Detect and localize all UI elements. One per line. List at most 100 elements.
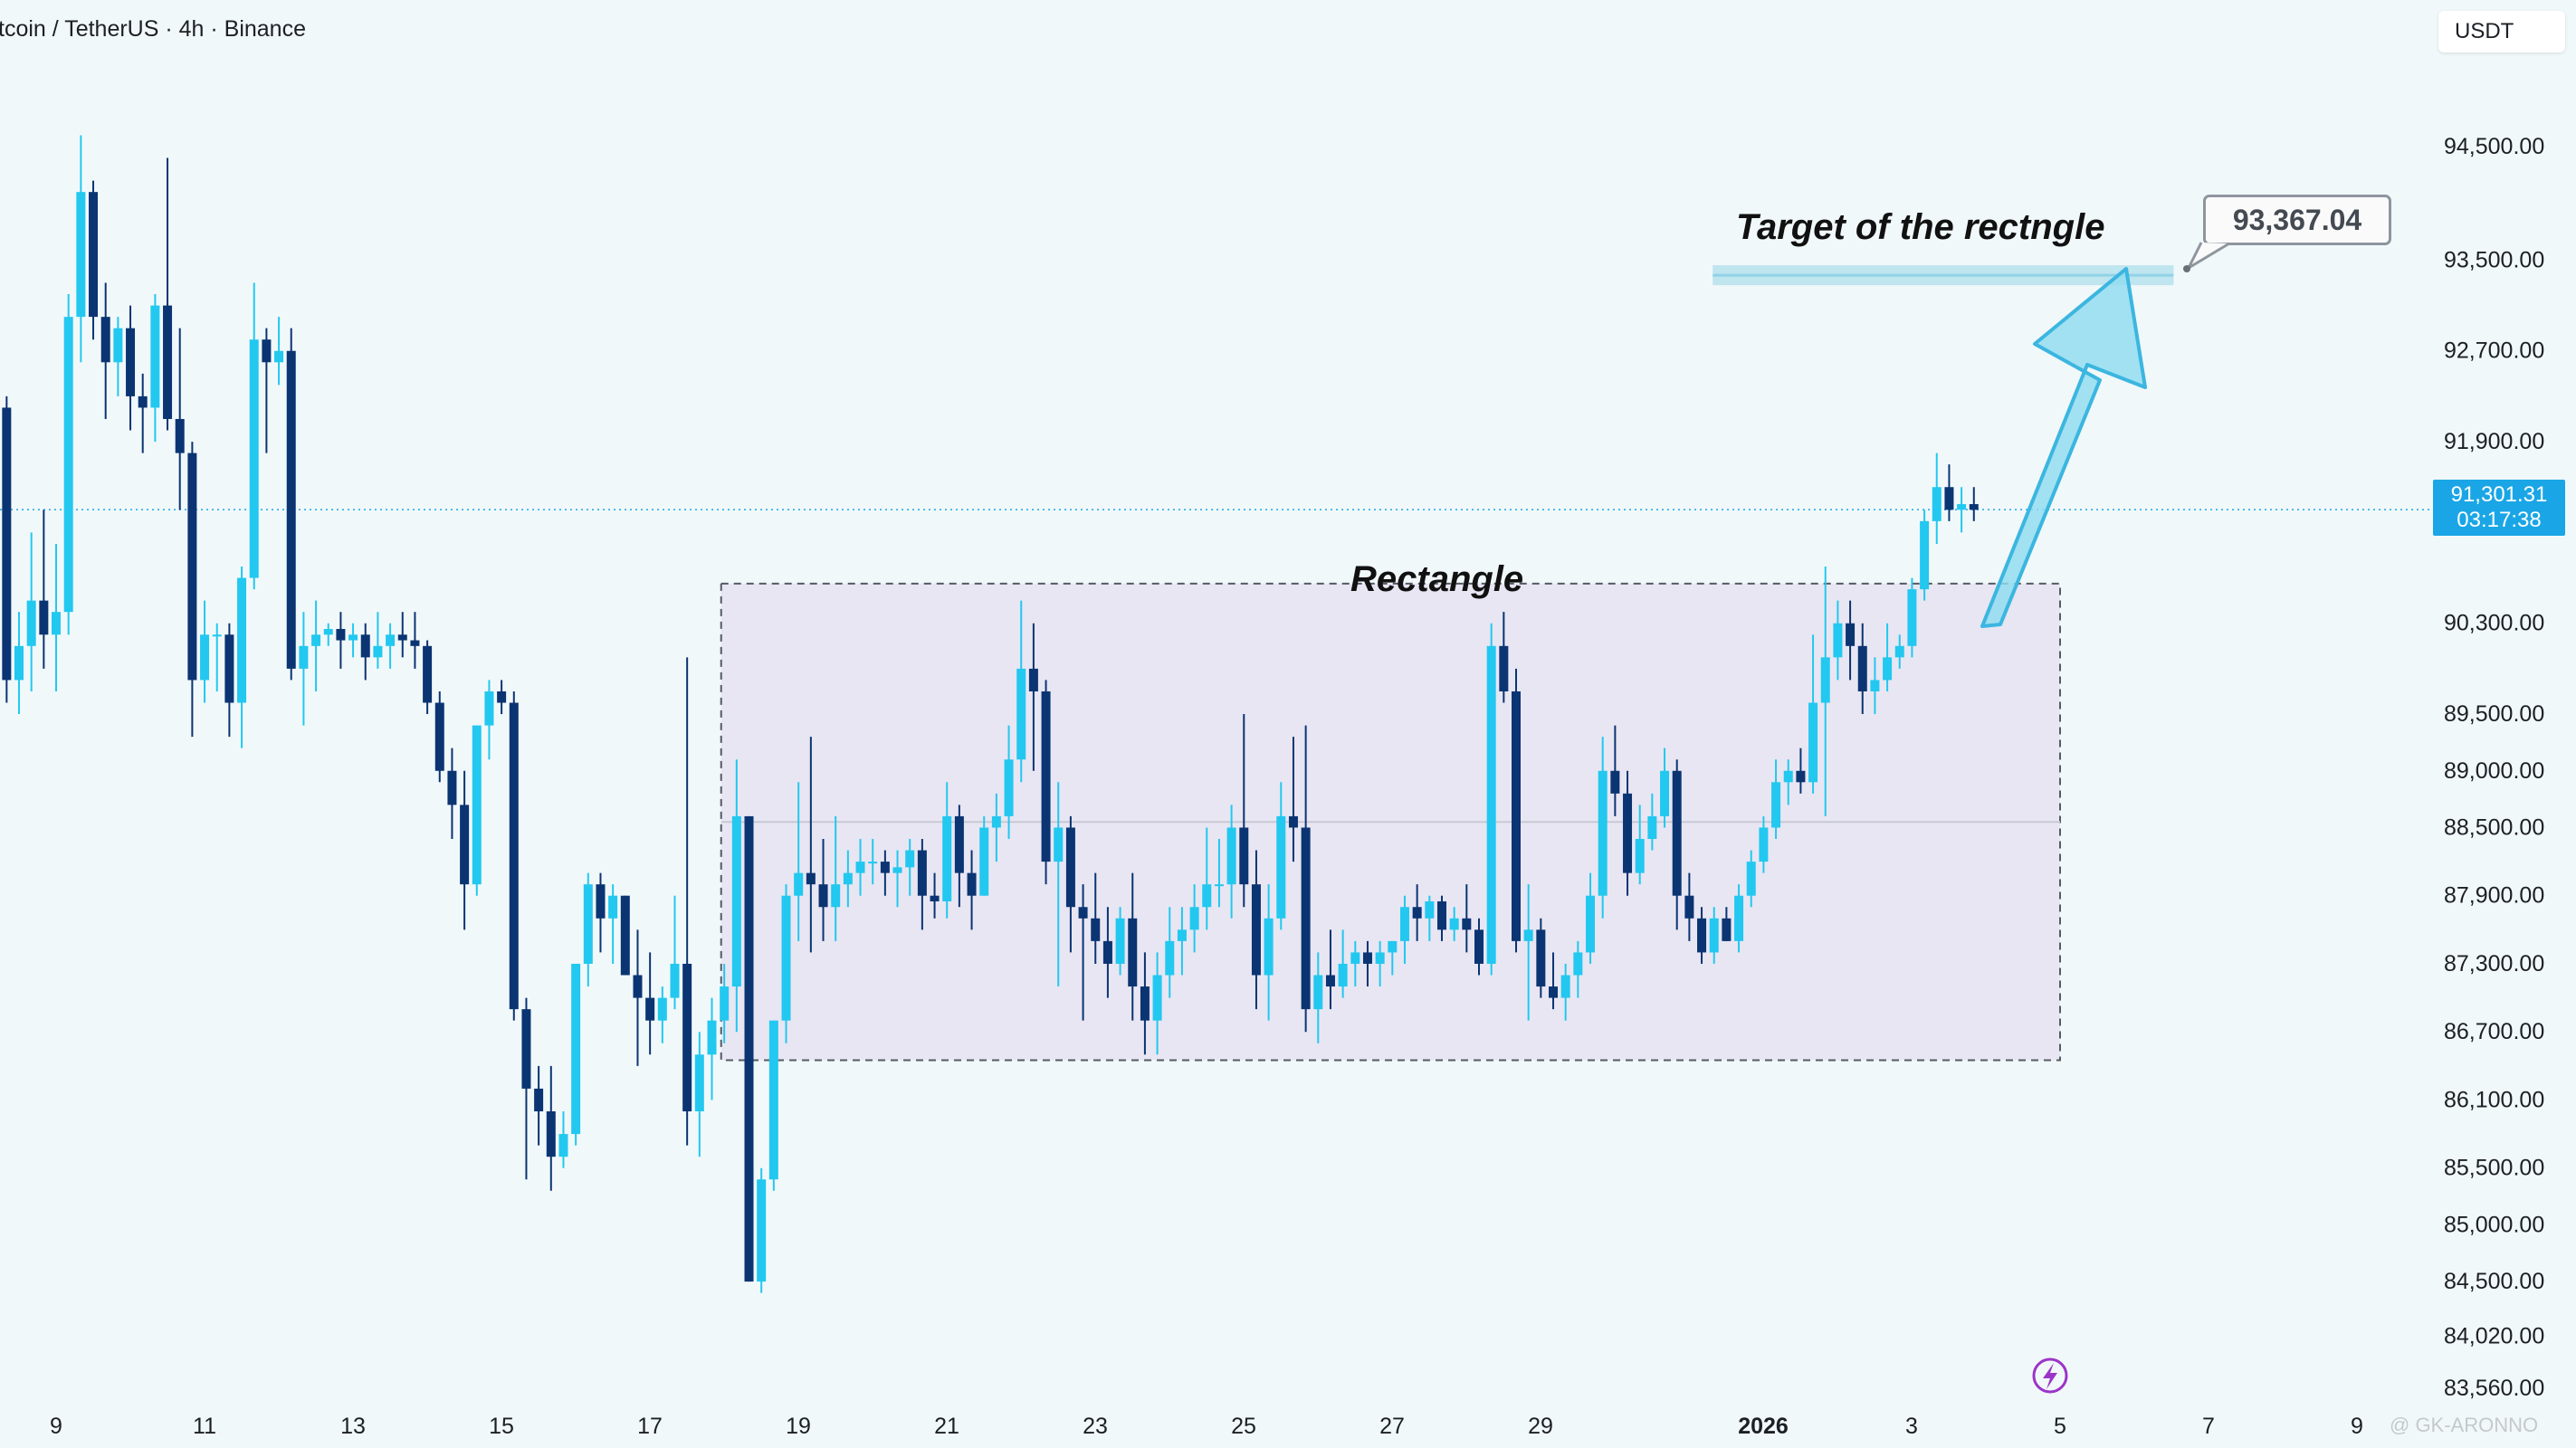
candle[interactable] [1598, 737, 1608, 919]
candle[interactable] [1375, 940, 1385, 987]
candle[interactable] [76, 135, 86, 363]
candle[interactable] [1462, 884, 1472, 953]
candle[interactable] [1796, 748, 1806, 794]
candle[interactable] [1165, 907, 1175, 998]
candle[interactable] [905, 839, 915, 896]
candle[interactable] [534, 1065, 544, 1146]
candle[interactable] [843, 850, 853, 908]
candle[interactable] [1202, 827, 1212, 930]
candle[interactable] [694, 1032, 704, 1157]
candle[interactable] [1264, 884, 1274, 1021]
candle[interactable] [1177, 907, 1187, 976]
candle[interactable] [1894, 634, 1904, 669]
candle[interactable] [1771, 759, 1781, 840]
candle[interactable] [645, 952, 655, 1055]
candle[interactable] [806, 737, 816, 953]
candle[interactable] [1449, 907, 1459, 941]
candle[interactable] [126, 305, 136, 431]
candle[interactable] [484, 680, 494, 760]
candle[interactable] [781, 884, 791, 1043]
candle[interactable] [991, 793, 1001, 862]
candle[interactable] [163, 157, 173, 431]
candle[interactable] [187, 442, 197, 738]
candle[interactable] [150, 294, 160, 443]
candle[interactable] [1846, 600, 1856, 681]
candle[interactable] [1152, 952, 1162, 1055]
candle[interactable] [1647, 793, 1657, 851]
candle[interactable] [620, 895, 630, 976]
candle[interactable] [707, 997, 717, 1100]
time-axis[interactable]: 9 11 13 15 17 19 21 23 25 27 29 2026 3 5 7 9 [50, 1414, 2363, 1439]
candle[interactable] [583, 872, 593, 987]
candle[interactable] [299, 612, 309, 726]
candle[interactable] [1684, 872, 1694, 941]
candle[interactable] [1734, 884, 1744, 953]
candle[interactable] [397, 612, 407, 658]
candle[interactable] [1288, 737, 1298, 862]
candle[interactable] [1239, 714, 1249, 908]
candle[interactable] [249, 282, 259, 590]
candle[interactable] [1857, 623, 1867, 715]
candle[interactable] [768, 1020, 778, 1191]
candle[interactable] [521, 997, 531, 1180]
candle[interactable] [1041, 680, 1051, 885]
candle[interactable] [497, 680, 507, 715]
candle[interactable] [1054, 782, 1064, 987]
candle[interactable] [1128, 872, 1138, 1021]
candle[interactable] [1226, 805, 1236, 919]
candle[interactable] [1722, 907, 1732, 941]
candle[interactable] [855, 839, 865, 896]
candle[interactable] [1820, 567, 1830, 816]
candle[interactable] [892, 850, 902, 908]
candle[interactable] [880, 850, 890, 896]
candle[interactable] [386, 623, 396, 669]
candle[interactable] [1325, 929, 1335, 1010]
candle[interactable] [1870, 657, 1880, 715]
candle[interactable] [175, 328, 185, 510]
candle[interactable] [1065, 815, 1075, 953]
candle[interactable] [546, 1065, 556, 1191]
candle[interactable] [1399, 895, 1409, 964]
candle[interactable] [472, 725, 482, 896]
candle[interactable] [682, 657, 692, 1146]
candle[interactable] [224, 623, 234, 738]
candle[interactable] [979, 815, 989, 896]
candle[interactable] [1523, 884, 1533, 1021]
candle[interactable] [818, 839, 828, 941]
candle[interactable] [1746, 850, 1756, 908]
candle[interactable] [744, 815, 754, 1282]
candle[interactable] [63, 294, 73, 635]
candle[interactable] [1016, 600, 1026, 783]
candle[interactable] [1474, 918, 1484, 976]
candle[interactable] [1078, 884, 1088, 1021]
candle[interactable] [274, 317, 284, 386]
candle[interactable] [1920, 510, 1930, 601]
candle[interactable] [1214, 839, 1224, 908]
candle[interactable] [212, 623, 222, 691]
candle[interactable] [967, 850, 977, 930]
up-arrow[interactable] [1980, 267, 2147, 628]
candle[interactable] [39, 510, 49, 669]
candle[interactable] [200, 600, 210, 703]
candle[interactable] [1251, 850, 1261, 1010]
candle[interactable] [558, 1110, 568, 1168]
candle[interactable] [868, 839, 878, 885]
candle[interactable] [757, 1167, 767, 1293]
candle[interactable] [1436, 895, 1446, 941]
candle[interactable] [1833, 600, 1843, 681]
candle[interactable] [1091, 872, 1101, 964]
candle[interactable] [237, 567, 247, 748]
candle[interactable] [1623, 770, 1633, 896]
candle[interactable] [460, 770, 470, 930]
candle[interactable] [373, 612, 383, 669]
candle[interactable] [633, 929, 643, 1066]
candle[interactable] [657, 986, 667, 1043]
candle[interactable] [1660, 748, 1670, 828]
candle[interactable] [954, 805, 964, 908]
candle[interactable] [794, 782, 804, 941]
candle[interactable] [2, 395, 12, 703]
candle[interactable] [1388, 940, 1398, 976]
candle[interactable] [1512, 668, 1522, 953]
candle[interactable] [1573, 940, 1583, 998]
